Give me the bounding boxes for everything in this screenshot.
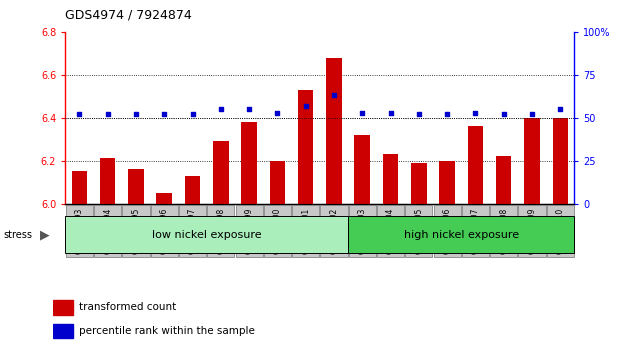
Bar [298, 90, 314, 204]
Bar [496, 156, 512, 204]
FancyBboxPatch shape [377, 205, 404, 257]
Text: percentile rank within the sample: percentile rank within the sample [79, 326, 255, 336]
FancyBboxPatch shape [406, 205, 432, 257]
FancyBboxPatch shape [292, 205, 319, 257]
FancyBboxPatch shape [348, 205, 376, 257]
FancyBboxPatch shape [490, 205, 517, 257]
FancyBboxPatch shape [207, 205, 234, 257]
Text: GSM992705: GSM992705 [414, 208, 424, 254]
Text: GSM992702: GSM992702 [330, 208, 338, 254]
FancyBboxPatch shape [264, 205, 291, 257]
FancyBboxPatch shape [151, 205, 178, 257]
Text: GSM992700: GSM992700 [273, 208, 282, 254]
Text: ▶: ▶ [40, 228, 50, 241]
Bar [355, 135, 370, 204]
Bar [184, 176, 201, 204]
Point [131, 112, 141, 117]
FancyBboxPatch shape [66, 205, 93, 257]
Text: GSM992708: GSM992708 [499, 208, 508, 254]
Point [499, 112, 509, 117]
Bar [411, 163, 427, 204]
FancyBboxPatch shape [433, 205, 461, 257]
Bar [270, 161, 285, 204]
Point [386, 110, 396, 115]
Point [414, 112, 424, 117]
Point [555, 106, 565, 112]
Text: GSM992699: GSM992699 [245, 208, 253, 254]
Bar [71, 171, 87, 204]
FancyBboxPatch shape [122, 205, 150, 257]
FancyBboxPatch shape [462, 205, 489, 257]
Point [357, 110, 367, 115]
FancyBboxPatch shape [179, 205, 206, 257]
Point [301, 103, 310, 109]
Bar [468, 126, 483, 204]
Bar [213, 141, 229, 204]
FancyBboxPatch shape [320, 205, 348, 257]
Text: transformed count: transformed count [79, 302, 176, 312]
Bar [524, 118, 540, 204]
Text: GSM992701: GSM992701 [301, 208, 310, 254]
FancyBboxPatch shape [546, 205, 574, 257]
FancyBboxPatch shape [94, 205, 121, 257]
Point [471, 110, 481, 115]
Text: GSM992694: GSM992694 [103, 208, 112, 254]
Point [188, 112, 197, 117]
Bar [53, 324, 73, 338]
Text: GDS4974 / 7924874: GDS4974 / 7924874 [65, 9, 192, 22]
Point [244, 106, 254, 112]
Point [273, 110, 283, 115]
Point [216, 106, 226, 112]
FancyBboxPatch shape [235, 205, 263, 257]
Text: high nickel exposure: high nickel exposure [404, 229, 519, 240]
Point [329, 92, 339, 98]
Text: GSM992707: GSM992707 [471, 208, 480, 254]
FancyBboxPatch shape [348, 216, 574, 253]
Text: GSM992697: GSM992697 [188, 208, 197, 254]
Text: GSM992698: GSM992698 [216, 208, 225, 254]
Text: GSM992695: GSM992695 [132, 208, 140, 254]
Bar [383, 154, 398, 204]
Bar [128, 169, 143, 204]
Text: GSM992709: GSM992709 [527, 208, 537, 254]
Point [75, 112, 84, 117]
Text: GSM992693: GSM992693 [75, 208, 84, 254]
Text: GSM992710: GSM992710 [556, 208, 564, 254]
Text: GSM992704: GSM992704 [386, 208, 395, 254]
Text: GSM992696: GSM992696 [160, 208, 169, 254]
Bar [326, 58, 342, 204]
Bar [553, 118, 568, 204]
Bar [242, 122, 257, 204]
Bar [100, 159, 116, 204]
Point [442, 112, 452, 117]
Point [159, 112, 169, 117]
FancyBboxPatch shape [519, 205, 546, 257]
Bar [156, 193, 172, 204]
Text: stress: stress [3, 229, 32, 240]
Text: GSM992703: GSM992703 [358, 208, 367, 254]
Bar [53, 300, 73, 315]
FancyBboxPatch shape [65, 216, 348, 253]
Text: GSM992706: GSM992706 [443, 208, 451, 254]
Text: low nickel exposure: low nickel exposure [152, 229, 261, 240]
Bar [439, 161, 455, 204]
Point [527, 112, 537, 117]
Point [102, 112, 112, 117]
